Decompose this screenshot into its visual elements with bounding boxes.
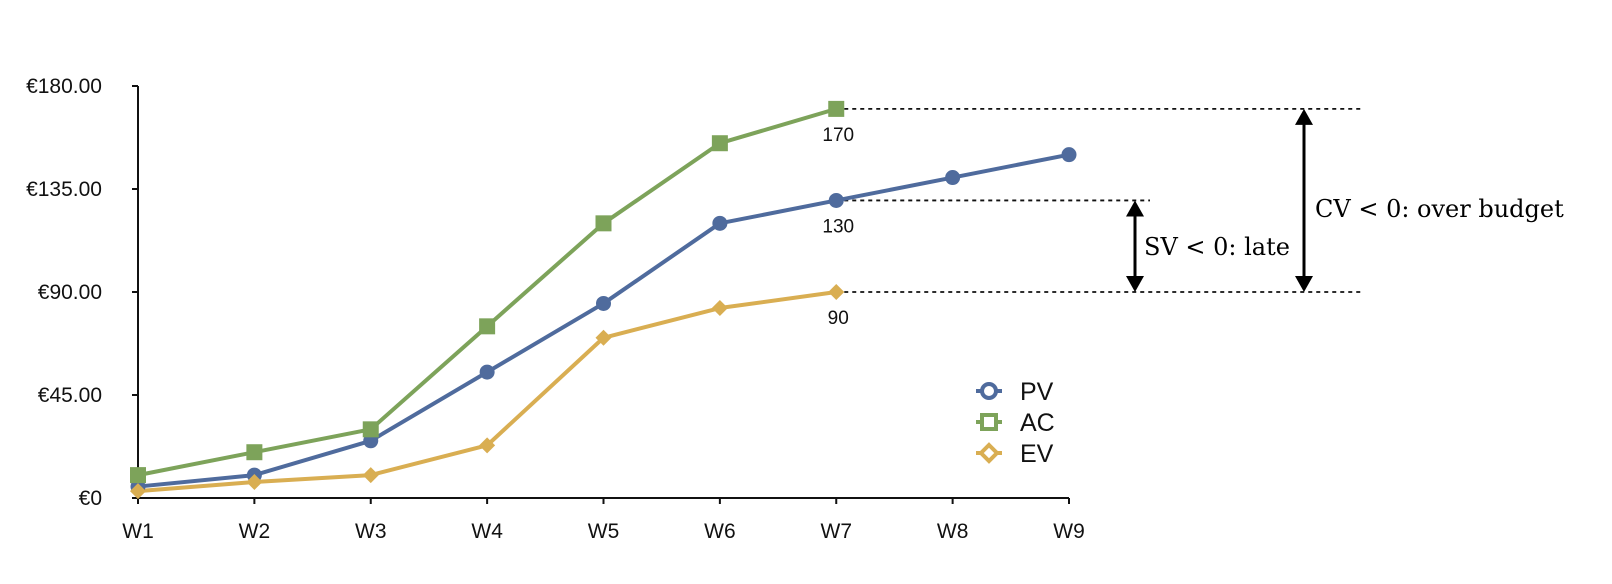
x-axis-tick-label: W7 [821, 520, 853, 543]
cost-variance-label: CV < 0: over budget [1315, 195, 1564, 223]
pv-data-point [828, 192, 844, 208]
x-axis-tick-label: W5 [588, 520, 620, 543]
y-axis-tick-label: €180.00 [26, 75, 102, 98]
pv-series-line [136, 152, 1071, 489]
ac-data-point [711, 135, 728, 152]
legend-item-ac: AC [976, 409, 1055, 437]
ac-data-point [595, 215, 612, 232]
ev-data-point [711, 300, 728, 317]
y-axis-tick-label: €0 [79, 487, 102, 510]
pv-legend-marker [980, 382, 998, 400]
x-axis-tick-label: W6 [704, 520, 736, 543]
legend-label: EV [1020, 440, 1054, 468]
schedule-variance-label: SV < 0: late [1144, 233, 1290, 261]
ac-data-point [828, 100, 845, 117]
pv-data-point [945, 170, 961, 186]
chart-annotations: SV < 0: late CV < 0: over budget [1126, 108, 1564, 292]
ev-data-point [595, 329, 612, 346]
pv-data-point [596, 295, 611, 311]
legend-item-ev: EV [976, 440, 1054, 468]
chart-labels: 170 130 90 [822, 125, 854, 329]
schedule-variance-arrow [1126, 200, 1144, 292]
ev-data-point [362, 467, 379, 484]
legend-item-pv: PV [976, 378, 1054, 406]
arrow-down-icon [1126, 276, 1144, 292]
x-axis-tick-label: W1 [122, 520, 154, 543]
ac-data-point [130, 467, 146, 484]
chart-axes: €0 €45.00 €90.00 €135.00 €180.00 W1 W2 W3 W4 W5 W6… [26, 75, 1085, 543]
x-axis-tick-label: W3 [355, 520, 387, 543]
y-axis-tick-label: €45.00 [38, 384, 102, 407]
x-axis-tick-label: W4 [471, 520, 503, 543]
ev-data-point [828, 284, 845, 300]
pv-data-point [712, 215, 728, 231]
arrow-up-icon [1295, 108, 1313, 125]
ac-series-line [136, 106, 839, 478]
legend-label: AC [1020, 409, 1055, 437]
ev-legend-marker [978, 442, 1000, 464]
ev-data-point [479, 437, 496, 454]
x-axis-tick-label: W8 [937, 520, 969, 543]
series-markers [130, 100, 1077, 500]
ev-data-point [130, 483, 146, 500]
ac-data-point [362, 421, 379, 438]
ac-data-point [246, 444, 263, 461]
ac-legend-marker [980, 413, 998, 431]
ac-data-point [479, 318, 496, 335]
y-axis-tick-label: €90.00 [38, 281, 102, 304]
x-axis-tick-label: W2 [239, 520, 271, 543]
arrow-up-icon [1126, 200, 1144, 217]
reference-lines [836, 107, 1362, 293]
data-label: 130 [822, 216, 854, 237]
pv-data-point [1061, 147, 1077, 163]
x-axis-tick-label: W9 [1053, 520, 1085, 543]
ev-data-point [246, 473, 263, 490]
data-label: 90 [828, 308, 849, 329]
legend-label: PV [1020, 378, 1054, 406]
cost-variance-arrow [1295, 108, 1313, 292]
chart-legend: PV AC EV [976, 378, 1055, 468]
y-axis-tick-label: €135.00 [26, 178, 102, 201]
data-label: 170 [822, 125, 854, 146]
pv-data-point [479, 364, 495, 380]
arrow-down-icon [1295, 276, 1313, 292]
